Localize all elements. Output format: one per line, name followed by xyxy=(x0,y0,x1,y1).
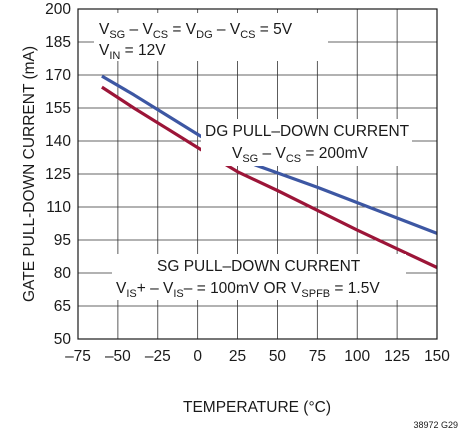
y-tick-label: 125 xyxy=(45,166,71,183)
y-tick-label: 185 xyxy=(45,34,71,51)
x-tick-label: –25 xyxy=(145,348,171,365)
sg-label-background xyxy=(112,254,406,300)
x-tick-label: 125 xyxy=(384,348,410,365)
y-tick-label: 110 xyxy=(46,199,71,216)
x-tick-label: 25 xyxy=(229,348,246,365)
conditions-note-line2: VIN = 12V xyxy=(99,42,166,62)
y-tick-label: 65 xyxy=(54,298,71,315)
y-tick-label: 140 xyxy=(45,133,71,150)
y-axis-title: GATE PULL-DOWN CURRENT (mA) xyxy=(21,46,38,302)
x-tick-label: –50 xyxy=(105,348,131,365)
plot-frame xyxy=(77,8,438,340)
x-tick-label: 0 xyxy=(193,348,202,365)
x-tick-label: –75 xyxy=(65,348,91,365)
y-tick-label: 200 xyxy=(45,1,71,18)
y-tick-label: 95 xyxy=(54,232,71,249)
x-tick-label: 100 xyxy=(344,348,370,365)
tick-labels: 50 65 80 95 110 125 140 155 170 185 200 –75 –50 –25 0 2… xyxy=(45,1,450,365)
dg-label-background xyxy=(201,119,412,166)
x-tick-label: 150 xyxy=(424,348,450,365)
conditions-note-background xyxy=(94,13,328,61)
figure-id: 38972 G29 xyxy=(413,420,458,430)
x-axis-title: TEMPERATURE (°C) xyxy=(183,399,331,416)
y-tick-label: 170 xyxy=(45,67,71,84)
x-tick-label: 50 xyxy=(269,348,287,365)
y-tick-label: 155 xyxy=(45,100,71,117)
conditions-note-line1: VSG – VCS = VDG – VCS = 5V xyxy=(99,21,293,41)
y-tick-label: 50 xyxy=(54,331,72,348)
sg-series-condition: VIS+ – VIS– = 100mV OR VSPFB = 1.5V xyxy=(116,280,380,300)
sg-series-label: SG PULL–DOWN CURRENT xyxy=(157,258,361,275)
sg-pull-down-current-line xyxy=(101,85,438,269)
x-tick-label: 75 xyxy=(309,348,326,365)
dg-series-label: DG PULL–DOWN CURRENT xyxy=(205,123,410,140)
dg-series-condition: VSG – VCS = 200mV xyxy=(232,145,369,165)
y-tick-label: 80 xyxy=(54,265,72,282)
